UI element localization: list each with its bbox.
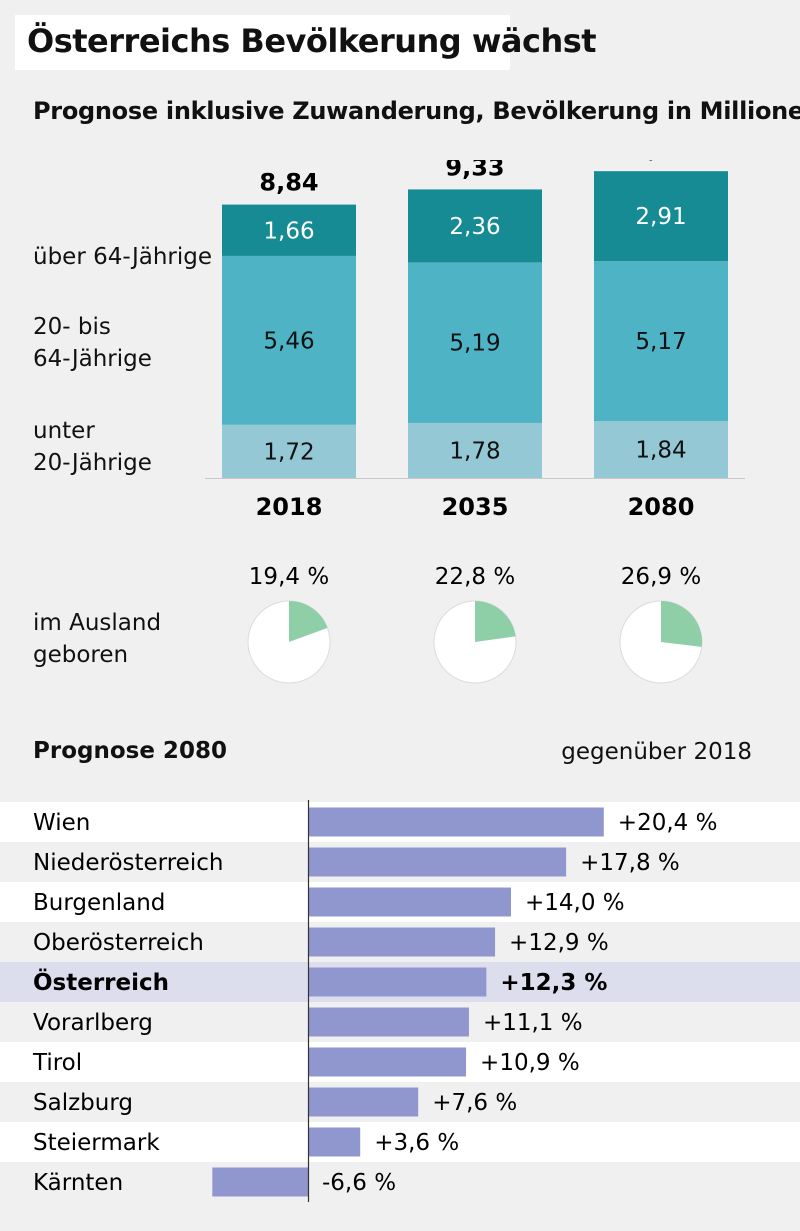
region-label: Tirol bbox=[32, 1050, 82, 1076]
row-label-foreign-line2: geboren bbox=[33, 642, 129, 668]
region-bar bbox=[308, 967, 487, 997]
row-background bbox=[0, 1122, 800, 1162]
segment-value-label: 1,66 bbox=[263, 218, 314, 244]
region-value-label: +12,3 % bbox=[500, 970, 607, 996]
region-label: Vorarlberg bbox=[33, 1010, 153, 1036]
region-chart-title: Prognose 2080 bbox=[33, 738, 227, 764]
title-box bbox=[15, 15, 510, 70]
segment-value-label: 1,72 bbox=[263, 439, 314, 465]
region-value-label: +11,1 % bbox=[483, 1010, 583, 1036]
total-value-label: 9,33 bbox=[445, 160, 504, 181]
stack-segment bbox=[594, 421, 728, 478]
region-value-label: +12,9 % bbox=[509, 930, 609, 956]
segment-value-label: 1,78 bbox=[449, 438, 500, 464]
segment-value-label: 5,46 bbox=[263, 328, 314, 354]
region-bar bbox=[212, 1167, 308, 1197]
region-chart-subtitle: gegenüber 2018 bbox=[561, 739, 752, 765]
stack-segment bbox=[408, 422, 542, 478]
region-value-label: +20,4 % bbox=[618, 810, 718, 836]
row-label-20-64-line1: 20- bis bbox=[33, 314, 111, 340]
region-label: Burgenland bbox=[33, 890, 165, 916]
row-label-foreign-line1: im Ausland bbox=[33, 610, 162, 636]
region-label: Salzburg bbox=[33, 1090, 133, 1116]
region-bar bbox=[308, 1007, 469, 1037]
chart-title: Österreichs Bevölkerung wächst bbox=[27, 22, 597, 60]
stack-segment bbox=[408, 189, 542, 263]
region-label: Niederösterreich bbox=[33, 850, 223, 876]
region-label: Wien bbox=[33, 810, 90, 836]
region-bar bbox=[308, 847, 567, 877]
row-label-under20-line2: 20-Jährige bbox=[33, 450, 152, 476]
stack-segment bbox=[222, 424, 356, 478]
stack-segment bbox=[222, 255, 356, 425]
row-label-65plus: über 64-Jährige bbox=[33, 244, 212, 270]
region-bar bbox=[308, 1127, 361, 1157]
row-label-under20-line1: unter bbox=[33, 418, 95, 444]
region-value-label: +10,9 % bbox=[480, 1050, 580, 1076]
year-tick-label: 2080 bbox=[628, 493, 695, 521]
pie-percent-label: 19,4 % bbox=[249, 564, 329, 590]
region-value-label: +17,8 % bbox=[580, 850, 680, 876]
segment-value-label: 5,17 bbox=[635, 329, 686, 355]
region-label: Oberösterreich bbox=[33, 930, 204, 956]
region-bar bbox=[308, 927, 496, 957]
foreign-born-pie-charts: 19,4 % 22,8 % 26,9 % bbox=[247, 564, 703, 684]
year-tick-label: 2035 bbox=[442, 493, 509, 521]
region-value-label: +3,6 % bbox=[374, 1130, 459, 1156]
region-bar bbox=[308, 807, 604, 837]
pie-slice bbox=[475, 601, 516, 642]
region-bar bbox=[308, 1087, 419, 1117]
region-label: Steiermark bbox=[33, 1130, 160, 1156]
stack-segment bbox=[222, 204, 356, 256]
region-value-label: -6,6 % bbox=[322, 1170, 396, 1196]
row-label-20-64-line2: 64-Jährige bbox=[33, 346, 152, 372]
region-label: Österreich bbox=[33, 968, 169, 996]
pie-slice bbox=[289, 601, 328, 642]
region-bar bbox=[308, 887, 511, 917]
pie-percent-label: 26,9 % bbox=[621, 564, 701, 590]
region-value-label: +7,6 % bbox=[432, 1090, 517, 1116]
stacked-bar-chart: 1,72 5,46 1,66 8,84 2018 1,78 5,19 2,36 9,33 2035… bbox=[205, 160, 745, 521]
year-tick-label: 2018 bbox=[256, 493, 323, 521]
segment-value-label: 2,91 bbox=[635, 204, 686, 230]
segment-value-label: 2,36 bbox=[449, 214, 500, 240]
pie-slice bbox=[661, 601, 703, 647]
total-value-label: 9,93 bbox=[631, 160, 690, 163]
pie-percent-label: 22,8 % bbox=[435, 564, 515, 590]
stack-segment bbox=[594, 171, 728, 262]
chart-subtitle: Prognose inklusive Zuwanderung, Bevölker… bbox=[33, 97, 800, 125]
segment-value-label: 1,84 bbox=[635, 438, 686, 464]
stack-segment bbox=[594, 261, 728, 422]
region-value-label: +14,0 % bbox=[525, 890, 625, 916]
total-value-label: 8,84 bbox=[259, 169, 318, 197]
stack-segment bbox=[408, 262, 542, 423]
segment-value-label: 5,19 bbox=[449, 331, 500, 357]
region-bar bbox=[308, 1047, 467, 1077]
region-bar-chart: Wien +20,4 % Niederösterreich +17,8 % Burgen… bbox=[0, 800, 800, 1202]
region-label: Kärnten bbox=[33, 1170, 123, 1196]
